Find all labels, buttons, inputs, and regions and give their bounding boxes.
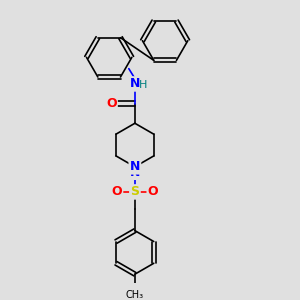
Text: N: N [130,77,140,91]
Text: O: O [106,97,117,110]
Text: CH₃: CH₃ [126,290,144,300]
Text: O: O [148,185,158,198]
Text: N: N [130,166,140,179]
Text: O: O [111,185,122,198]
Text: S: S [130,185,140,198]
Text: N: N [130,160,140,173]
Text: H: H [139,80,148,91]
